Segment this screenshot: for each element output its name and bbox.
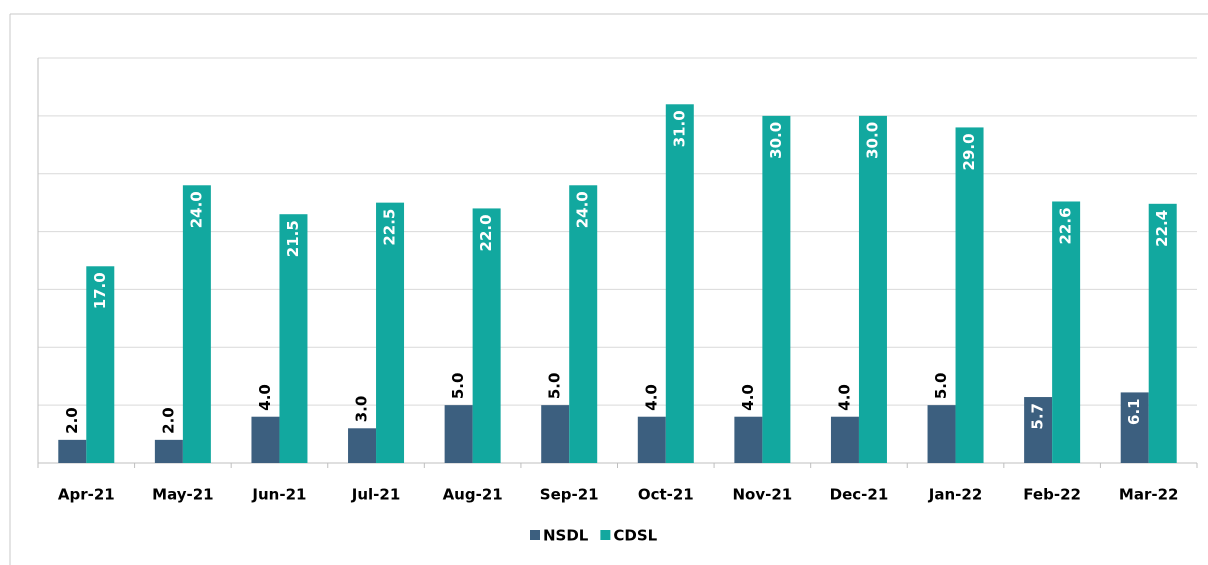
bar (637, 416, 666, 463)
bar (569, 185, 598, 464)
bar (58, 439, 87, 463)
bar (154, 439, 183, 463)
bar (348, 428, 377, 463)
data-label: 4.0 (256, 384, 274, 411)
legend-label: CDSL (613, 527, 657, 545)
x-tick-label: Dec-21 (830, 486, 889, 504)
data-label: 6.1 (1125, 398, 1143, 425)
data-label: 31.0 (670, 110, 688, 147)
bar (762, 115, 791, 463)
bar (927, 405, 956, 463)
bar (1024, 397, 1053, 463)
legend-swatch (600, 530, 611, 540)
x-tick-label: Oct-21 (638, 486, 694, 504)
bar (251, 416, 280, 463)
data-label: 30.0 (767, 122, 785, 159)
bar (182, 185, 211, 464)
legend-swatch (530, 530, 540, 540)
bar (955, 127, 984, 463)
data-label: 3.0 (353, 396, 371, 423)
x-tick-label: Apr-21 (58, 486, 115, 504)
data-label: 5.0 (449, 373, 467, 400)
bar (376, 202, 405, 463)
data-label: 22.4 (1153, 210, 1171, 247)
data-label: 22.0 (477, 214, 495, 251)
bar (830, 416, 859, 463)
data-label: 17.0 (91, 272, 109, 309)
x-tick-label: Jun-21 (251, 486, 306, 504)
data-label: 22.6 (1057, 207, 1075, 244)
bar (1148, 203, 1177, 464)
x-tick-label: May-21 (152, 486, 213, 504)
data-label: 29.0 (960, 133, 978, 170)
data-label: 2.0 (63, 407, 81, 434)
data-label: 2.0 (159, 407, 177, 434)
data-label: 4.0 (835, 384, 853, 411)
data-label: 30.0 (863, 122, 881, 159)
bar (444, 405, 473, 463)
bar (1052, 201, 1081, 463)
data-label: 5.0 (546, 373, 564, 400)
x-tick-label: Nov-21 (733, 486, 793, 504)
data-label: 21.5 (284, 220, 302, 257)
bar (665, 104, 694, 464)
data-label: 4.0 (739, 384, 757, 411)
data-label: 22.5 (381, 209, 399, 246)
bar (86, 266, 115, 463)
data-label: 24.0 (187, 191, 205, 228)
data-label: 24.0 (574, 191, 592, 228)
legend-label: NSDL (543, 527, 589, 545)
bar (1120, 392, 1149, 463)
bar (472, 208, 501, 463)
data-label: 5.0 (932, 373, 950, 400)
bar (858, 115, 887, 463)
x-tick-label: Jan-22 (928, 486, 982, 504)
x-tick-label: Sep-21 (540, 486, 599, 504)
bar (279, 214, 308, 463)
data-label: 4.0 (642, 384, 660, 411)
bar (541, 405, 570, 463)
bar (734, 416, 763, 463)
x-tick-label: Aug-21 (443, 486, 503, 504)
x-tick-label: Feb-22 (1023, 486, 1081, 504)
x-tick-label: Mar-22 (1119, 486, 1179, 504)
x-tick-label: Jul-21 (351, 486, 401, 504)
data-label: 5.7 (1029, 403, 1047, 430)
